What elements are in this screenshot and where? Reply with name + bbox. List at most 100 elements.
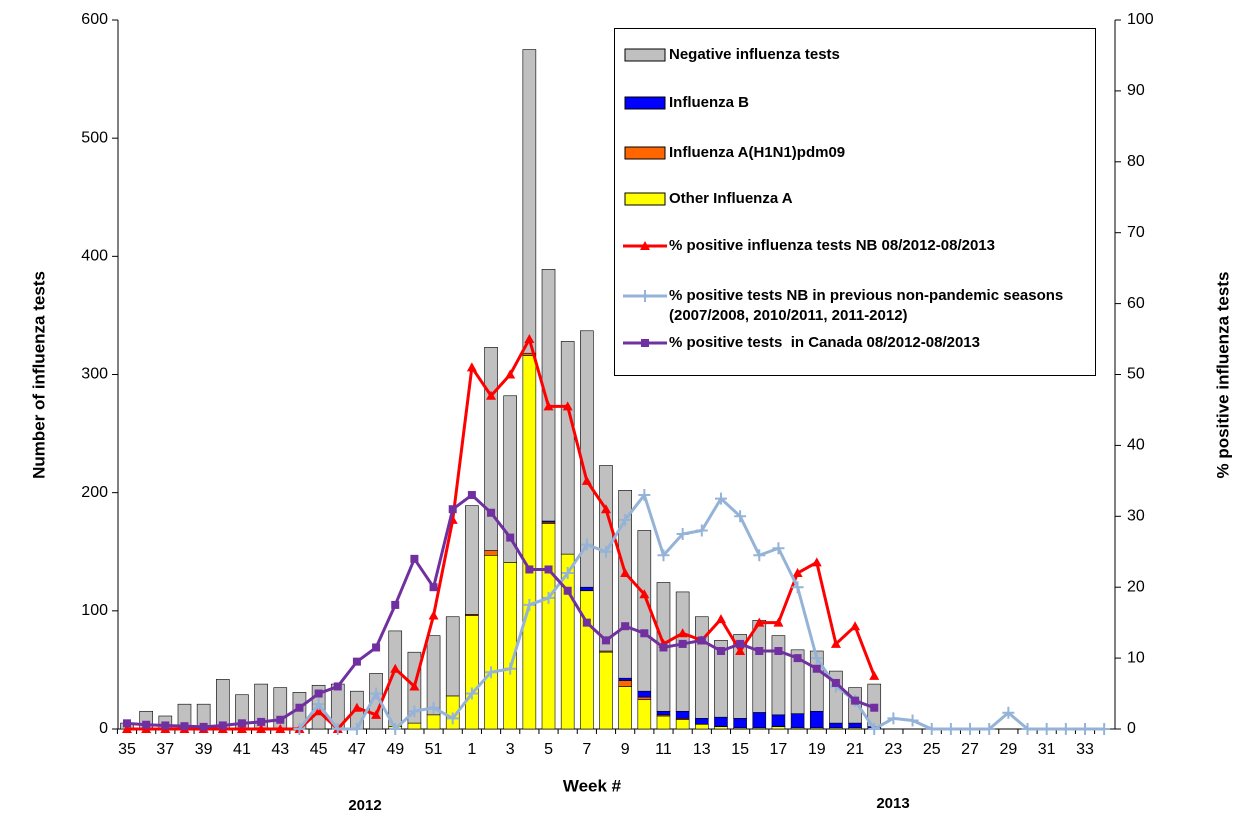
marker [180, 722, 189, 731]
y-axis-title: Number of influenza tests [29, 271, 48, 479]
bar-segment [599, 651, 613, 730]
marker [448, 505, 457, 514]
marker [1098, 723, 1111, 735]
marker [372, 643, 381, 652]
marker [523, 598, 536, 611]
marker [695, 524, 708, 537]
legend-label: Negative influenza tests [669, 46, 840, 63]
marker [753, 549, 766, 562]
marker [467, 491, 476, 500]
marker [792, 568, 803, 578]
y-tick-label: 0 [99, 720, 108, 737]
bar-segment [752, 712, 767, 729]
marker [485, 666, 498, 679]
legend-swatch-marker [639, 290, 651, 302]
marker [142, 720, 151, 729]
marker [1040, 723, 1053, 735]
marker [199, 722, 208, 731]
marker [773, 617, 784, 627]
marker [1002, 706, 1015, 719]
x-axis-title: Week # [563, 776, 622, 795]
legend-swatch [624, 146, 666, 160]
legend-swatch-marker [640, 241, 650, 250]
marker [218, 721, 227, 730]
bar-segment [694, 723, 709, 730]
marker [446, 712, 459, 725]
marker [735, 646, 746, 656]
bar-segment [637, 690, 652, 698]
marker [295, 703, 304, 712]
bar-segment [426, 635, 441, 716]
y2-tick-label: 70 [1127, 224, 1145, 241]
bar-segment [694, 616, 709, 719]
y-tick-label: 200 [81, 484, 108, 501]
legend-swatch-bar [624, 192, 666, 206]
bar-segment [618, 490, 632, 679]
legend-label: % positive tests NB in previous non-pand… [669, 287, 1068, 324]
bar-segment [484, 554, 498, 730]
marker [944, 723, 957, 735]
x-tick-label: 37 [156, 741, 174, 758]
marker [678, 639, 687, 648]
marker [676, 528, 689, 541]
x-tick-label: 19 [808, 741, 826, 758]
bar-segment [790, 649, 805, 714]
y-tick-label: 300 [81, 366, 108, 383]
bar-segment [580, 590, 594, 730]
y-tick-label: 600 [81, 11, 108, 28]
legend-label: % positive influenza tests NB 08/2012-08… [669, 237, 995, 254]
marker [774, 647, 783, 656]
marker [408, 705, 421, 718]
bar-segment [618, 677, 632, 681]
y2-tick-label: 20 [1127, 578, 1145, 595]
y2-tick-label: 100 [1127, 11, 1154, 28]
legend-label: Influenza B [669, 94, 750, 111]
marker [1021, 723, 1034, 735]
marker [257, 717, 266, 726]
marker [409, 681, 420, 691]
legend-swatch-marker [641, 339, 649, 347]
marker [525, 565, 534, 574]
bar-segment [752, 619, 767, 713]
marker [293, 723, 306, 735]
x-tick-label: 49 [386, 741, 404, 758]
marker [543, 401, 554, 411]
legend-item: Negative influenza tests [623, 45, 1093, 65]
marker [542, 591, 555, 604]
marker [561, 567, 574, 580]
bar-segment [848, 722, 862, 729]
marker [887, 712, 900, 725]
bar-segment [771, 726, 786, 730]
y-tick-label: 400 [81, 248, 108, 265]
legend-swatch [623, 241, 667, 250]
marker [714, 492, 727, 505]
marker [638, 489, 651, 502]
marker [236, 724, 247, 733]
marker [640, 629, 649, 638]
y2-tick-label: 10 [1127, 649, 1145, 666]
legend-swatch-bar [624, 48, 666, 62]
bar-segment [465, 615, 479, 730]
y2-tick-label: 40 [1127, 437, 1145, 454]
marker [256, 724, 267, 733]
bar-segment [618, 686, 632, 730]
marker [715, 614, 726, 624]
bar-segment [445, 616, 460, 697]
marker [621, 622, 630, 631]
marker [371, 709, 382, 719]
marker [466, 362, 477, 372]
marker [772, 542, 785, 555]
marker [486, 390, 497, 400]
marker [313, 706, 324, 716]
y2-tick-label: 60 [1127, 295, 1145, 312]
marker [697, 636, 706, 645]
marker [1079, 723, 1091, 735]
marker [1059, 723, 1072, 735]
marker [312, 698, 325, 711]
marker [736, 639, 745, 648]
marker [811, 557, 822, 567]
bar-segment [733, 634, 747, 719]
bar-segment [656, 710, 671, 716]
marker [582, 618, 591, 627]
marker [850, 621, 861, 631]
